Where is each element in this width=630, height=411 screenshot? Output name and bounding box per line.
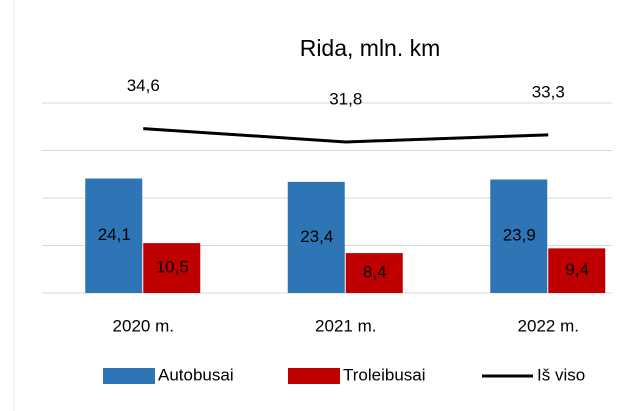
data-label: 34,6	[127, 76, 160, 95]
data-label: 23,4	[300, 227, 333, 246]
data-label: 31,8	[329, 89, 362, 108]
legend-label: Autobusai	[158, 365, 234, 384]
data-label: 8,4	[363, 263, 387, 282]
legend-label: Troleibusai	[343, 365, 426, 384]
bar	[287, 181, 345, 293]
bar	[548, 248, 606, 293]
data-label: 23,9	[503, 226, 536, 245]
x-tick-label: 2020 m.	[113, 316, 174, 335]
chart-title: Rida, mln. km	[300, 35, 441, 61]
bar	[143, 243, 201, 293]
data-label: 24,1	[98, 225, 131, 244]
data-label: 9,4	[565, 260, 589, 279]
x-tick-label: 2022 m.	[518, 316, 579, 335]
bar	[345, 253, 403, 293]
data-label: 10,5	[156, 258, 189, 277]
legend-swatch	[103, 368, 155, 384]
x-tick-label: 2021 m.	[315, 316, 376, 335]
data-label: 33,3	[532, 82, 565, 101]
bar	[85, 178, 143, 293]
total-line	[143, 127, 549, 144]
legend-label: Iš viso	[537, 365, 585, 384]
legend-swatch	[288, 368, 340, 384]
bar	[490, 179, 548, 293]
